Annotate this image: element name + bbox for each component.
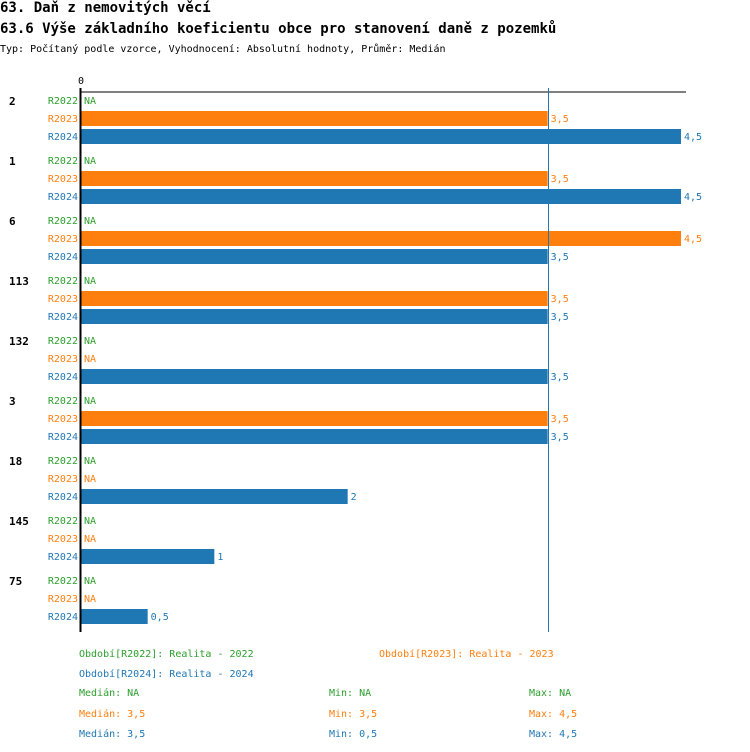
group-label: 132 [9, 335, 29, 348]
series-label: R2023 [48, 414, 78, 425]
bar [81, 189, 681, 204]
bar [81, 489, 348, 504]
group-label: 1 [9, 155, 16, 168]
legend-r2024: Období[R2024]: Realita - 2024 [79, 669, 254, 680]
series-label: R2022 [48, 216, 78, 227]
value-label-na: NA [84, 534, 96, 545]
value-label-na: NA [84, 216, 96, 227]
value-label-na: NA [84, 276, 96, 287]
series-label: R2024 [48, 132, 78, 143]
group-label: 145 [9, 515, 29, 528]
series-label: R2023 [48, 474, 78, 485]
group-label: 3 [9, 395, 16, 408]
group-label: 6 [9, 215, 16, 228]
bar [81, 291, 548, 306]
stat-max-r2023: Max: 4,5 [529, 709, 578, 720]
series-label: R2024 [48, 492, 78, 503]
bar [81, 309, 548, 324]
chart-title: 63.6 Výše základního koeficientu obce pr… [0, 21, 557, 37]
value-label-na: NA [84, 516, 96, 527]
value-label: 3,5 [551, 114, 569, 125]
value-label: 3,5 [551, 372, 569, 383]
series-label: R2024 [48, 552, 78, 563]
bar [81, 609, 148, 624]
series-label: R2023 [48, 354, 78, 365]
series-label: R2022 [48, 276, 78, 287]
series-label: R2022 [48, 336, 78, 347]
series-label: R2023 [48, 534, 78, 545]
bar-chart: 0 2 R2022 NA R2023 3,5 R2024 4,5 1 R2022 NA R2023 3,… [9, 76, 702, 632]
stat-max-r2024: Max: 4,5 [529, 729, 578, 740]
series-label: R2022 [48, 456, 78, 467]
value-label: 4,5 [684, 234, 702, 245]
page-title: 63. Daň z nemovitých věcí [0, 0, 211, 16]
group-label: 2 [9, 95, 16, 108]
series-label: R2022 [48, 396, 78, 407]
value-label: 3,5 [551, 312, 569, 323]
series-label: R2023 [48, 114, 78, 125]
chart-type-line: Typ: Počítaný podle vzorce, Vyhodnocení:… [0, 44, 446, 55]
value-label: 0,5 [151, 612, 169, 623]
value-label: 2 [351, 492, 357, 503]
value-label-na: NA [84, 576, 96, 587]
series-label: R2023 [48, 234, 78, 245]
series-label: R2022 [48, 96, 78, 107]
value-label: 3,5 [551, 294, 569, 305]
series-label: R2024 [48, 372, 78, 383]
value-label: 1 [217, 552, 223, 563]
series-label: R2022 [48, 516, 78, 527]
series-label: R2023 [48, 594, 78, 605]
bar [81, 249, 548, 264]
value-label: 4,5 [684, 132, 702, 143]
value-label-na: NA [84, 354, 96, 365]
value-label: 3,5 [551, 252, 569, 263]
value-label: 4,5 [684, 192, 702, 203]
series-label: R2024 [48, 252, 78, 263]
stat-median-r2024: Medián: 3,5 [79, 729, 146, 740]
bar [81, 429, 548, 444]
value-label-na: NA [84, 156, 96, 167]
legend-r2023: Období[R2023]: Realita - 2023 [379, 649, 554, 660]
value-label-na: NA [84, 474, 96, 485]
bar [81, 411, 548, 426]
stat-max-r2022: Max: NA [529, 688, 572, 699]
value-label-na: NA [84, 594, 96, 605]
value-label: 3,5 [551, 432, 569, 443]
bar [81, 111, 548, 126]
value-label-na: NA [84, 336, 96, 347]
value-label: 3,5 [551, 174, 569, 185]
bar [81, 549, 215, 564]
series-label: R2024 [48, 432, 78, 443]
legend-r2022: Období[R2022]: Realita - 2022 [79, 649, 254, 660]
stat-median-r2023: Medián: 3,5 [79, 709, 146, 720]
bar [81, 129, 681, 144]
series-label: R2022 [48, 156, 78, 167]
series-label: R2024 [48, 192, 78, 203]
series-label: R2023 [48, 294, 78, 305]
stat-min-r2022: Min: NA [329, 688, 372, 699]
value-label-na: NA [84, 96, 96, 107]
group-label: 18 [9, 455, 22, 468]
bar [81, 171, 548, 186]
value-label: 3,5 [551, 414, 569, 425]
value-label-na: NA [84, 456, 96, 467]
group-label: 75 [9, 575, 22, 588]
value-label-na: NA [84, 396, 96, 407]
stat-median-r2022: Medián: NA [79, 688, 140, 699]
x-axis-zero-label: 0 [78, 76, 84, 87]
group-label: 113 [9, 275, 29, 288]
series-label: R2023 [48, 174, 78, 185]
stat-min-r2023: Min: 3,5 [329, 709, 378, 720]
stat-min-r2024: Min: 0,5 [329, 729, 378, 740]
series-label: R2024 [48, 312, 78, 323]
series-label: R2024 [48, 612, 78, 623]
bar [81, 231, 681, 246]
series-label: R2022 [48, 576, 78, 587]
bar [81, 369, 548, 384]
